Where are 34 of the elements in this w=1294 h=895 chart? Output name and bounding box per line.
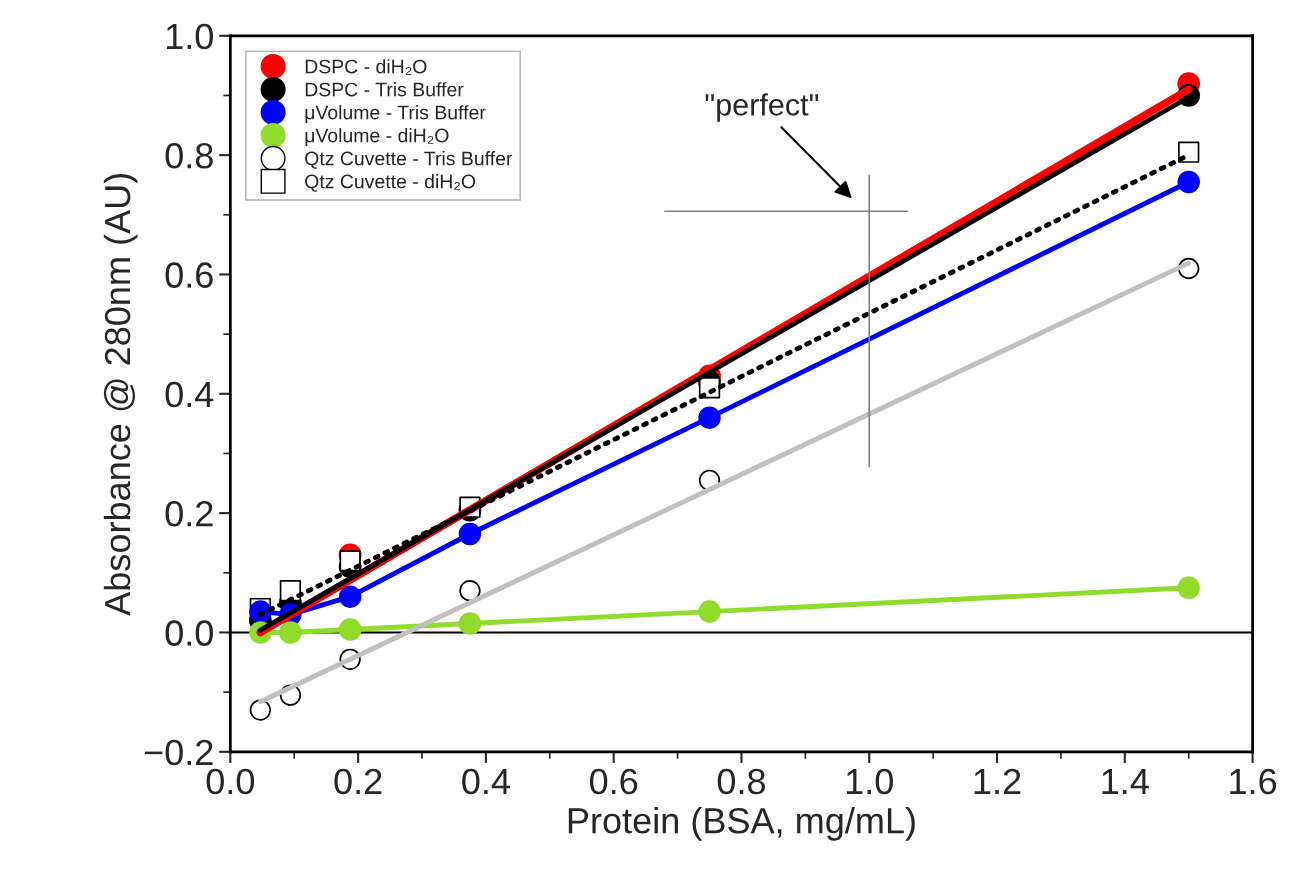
x-tick-label: 0.6 bbox=[589, 768, 638, 795]
y-tick-label: 0.2 bbox=[165, 501, 213, 527]
annotation: "perfect" bbox=[705, 93, 819, 122]
y-tick-label: 1.0 bbox=[166, 23, 213, 50]
x-tick-label: 1.4 bbox=[1102, 769, 1149, 794]
x-tick-label: 1.0 bbox=[846, 768, 893, 795]
x-tick-label: 0.4 bbox=[462, 768, 510, 795]
x-tick-label: 1.6 bbox=[1230, 768, 1277, 795]
legend-label: DSPC - Tris Buffer bbox=[305, 82, 464, 97]
x-tick-label: 0.0 bbox=[206, 768, 255, 795]
point bbox=[458, 522, 482, 546]
point bbox=[458, 612, 482, 635]
x-tick-label: 0.2 bbox=[334, 768, 382, 795]
point bbox=[698, 600, 721, 623]
point bbox=[338, 618, 362, 641]
legend-label: μVolume - diH₂O bbox=[305, 128, 449, 146]
y-tick-label: 0.4 bbox=[165, 381, 214, 408]
legend-label: μVolume - Tris Buffer bbox=[305, 105, 486, 123]
legend-label: DSPC - diH₂O bbox=[305, 59, 427, 75]
y-tick-label: −0.2 bbox=[144, 739, 213, 766]
x-axis-title: Protein (BSA, mg/mL) bbox=[568, 806, 915, 841]
x-tick-label: 0.8 bbox=[717, 768, 765, 795]
point bbox=[1177, 170, 1200, 194]
y-tick-label: 0.8 bbox=[165, 143, 213, 169]
point bbox=[1177, 576, 1200, 599]
y-axis-title: Absorbance @ 280nm (AU) bbox=[103, 173, 138, 616]
x-tick-label: 1.2 bbox=[974, 768, 1021, 794]
point bbox=[698, 406, 721, 429]
y-tick-label: 0.0 bbox=[165, 620, 213, 646]
point bbox=[338, 585, 362, 608]
y-tick-label: 0.6 bbox=[165, 262, 213, 288]
legend-label: Qtz Cuvette - Tris Buffer bbox=[305, 151, 513, 169]
point bbox=[279, 621, 302, 644]
legend-label: Qtz Cuvette - diH₂O bbox=[305, 174, 476, 192]
